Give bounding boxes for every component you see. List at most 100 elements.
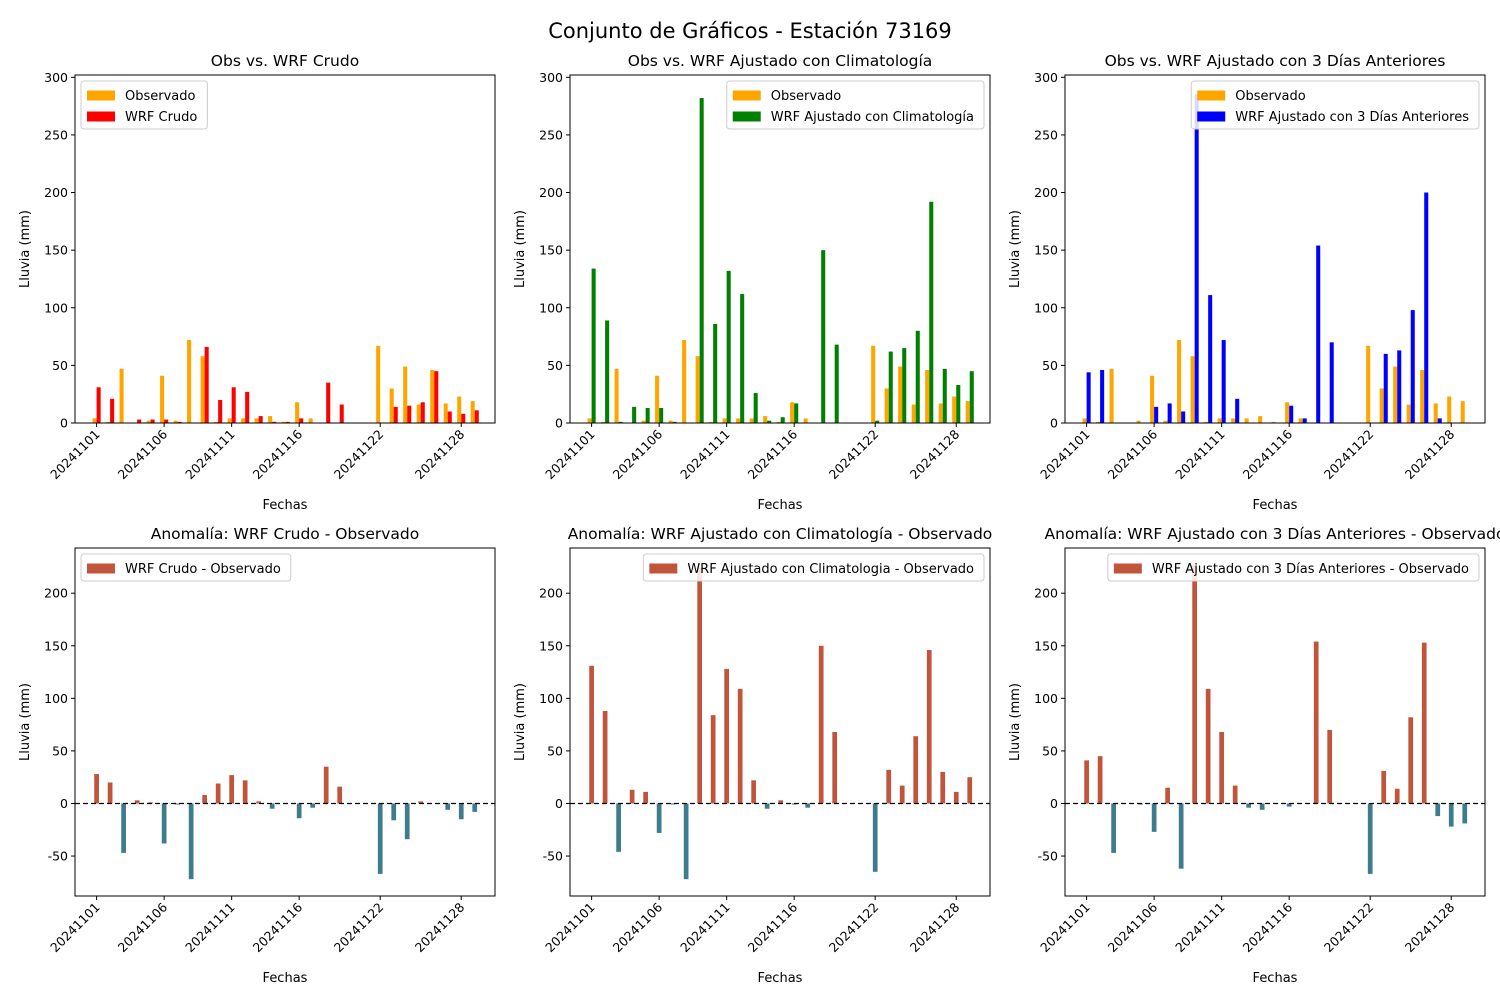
legend-label: Observado	[125, 89, 196, 104]
subplot-2-bar-observado-27	[938, 403, 943, 423]
subplot-5-bar-4	[629, 789, 635, 804]
subplot-4-bar-23	[391, 803, 397, 821]
subplot-5-xtick-label: 20241116	[745, 899, 801, 955]
subplot-2-ytick-label: 50	[547, 358, 563, 373]
legend-swatch	[1197, 90, 1226, 101]
subplot-4-xtick-label: 20241116	[250, 899, 306, 955]
subplot-2-bar-observado-5	[641, 420, 646, 423]
subplot-2-bar-wrf_climatologia-6	[659, 408, 664, 423]
subplot-4-xtick-label: 20241128	[412, 899, 468, 955]
subplot-5-bar-5	[643, 791, 648, 804]
subplot-2-bar-observado-8	[682, 340, 687, 423]
subplot-3-xtick-label: 20241111	[1172, 427, 1228, 483]
subplot-4-bar-2	[107, 782, 113, 804]
subplot-1-bar-wrf_crudo-4	[137, 419, 142, 423]
subplot-2-legend: Observado WRF Ajustado con Climatología	[726, 80, 985, 130]
subplot-2-bar-wrf_climatologia-10	[713, 323, 718, 423]
subplot-5-bar-7	[670, 803, 675, 805]
subplot-1-bar-observado-1	[92, 418, 97, 423]
subplot-3-bar-observado-25	[1406, 404, 1411, 423]
subplot-2-bar-observado-9	[695, 356, 700, 423]
subplot-5-title: Anomalía: WRF Ajustado con Climatología …	[568, 525, 993, 543]
subplot-3-bar-wrf_3dias-9	[1194, 94, 1199, 423]
subplot-3-frame	[1064, 74, 1486, 424]
subplot-1-bar-observado-28	[457, 396, 462, 423]
subplot-4-title: Anomalía: WRF Crudo - Observado	[151, 525, 420, 543]
subplot-2-bar-wrf_climatologia-1	[591, 268, 596, 423]
subplot-2-bar-wrf_climatologia-11	[726, 270, 731, 423]
subplot-3-xtick-label: 20241116	[1240, 426, 1296, 482]
subplot-1-bar-wrf_crudo-25	[420, 402, 425, 423]
subplot-3-bar-wrf_3dias-24	[1397, 350, 1402, 423]
subplot-1-bar-observado-6	[160, 375, 165, 423]
subplot-3-bar-wrf_3dias-7	[1167, 403, 1172, 423]
subplot-2-bar-wrf_climatologia-29	[969, 371, 974, 423]
subplot-5-bar-22	[872, 803, 878, 872]
subplot-2-bar-observado-13	[749, 418, 754, 423]
subplot-1-bar-wrf_crudo-6	[164, 419, 169, 423]
subplot-2-xtick-label: 20241128	[907, 426, 963, 482]
subplot-2-bar-wrf_climatologia-5	[645, 408, 650, 423]
subplot-4-bar-10	[215, 783, 221, 804]
subplot-5-bar-24	[899, 785, 905, 804]
subplot-3-bar-observado-23	[1379, 388, 1384, 423]
subplot-5-bar-14	[764, 803, 770, 809]
subplot-1-bar-observado-12	[241, 418, 246, 423]
subplot-2-bar-wrf_climatologia-24	[902, 348, 907, 423]
subplot-2-bar-wrf_climatologia-18	[821, 250, 826, 423]
subplot-5-bar-2	[602, 710, 608, 804]
subplot-6-title: Anomalía: WRF Ajustado con 3 Días Anteri…	[1045, 525, 1500, 543]
subplot-5-bar-10	[710, 715, 716, 804]
subplot-1-bar-observado-16	[295, 402, 300, 423]
legend-label: WRF Crudo	[125, 110, 197, 125]
subplot-5-ytick-label: 150	[539, 638, 563, 653]
subplot-3-bar-observado-7	[1163, 420, 1168, 423]
subplot-4-bar-11	[229, 775, 235, 804]
subplot-4-bar-17	[310, 803, 316, 808]
subplot-4: Anomalía: WRF Crudo - Observado -50 0 50 100…	[18, 525, 496, 986]
subplot-2-bar-wrf_climatologia-27	[942, 368, 947, 423]
subplot-3-bar-wrf_3dias-12	[1235, 398, 1240, 423]
subplot-3-bar-observado-11	[1217, 418, 1222, 423]
subplot-1-bar-wrf_crudo-12	[245, 391, 250, 423]
legend-label: WRF Ajustado con Climatologia - Observad…	[687, 562, 974, 577]
subplot-6-bar-1	[1084, 760, 1089, 804]
subplot-2-bar-observado-22	[871, 345, 876, 423]
subplot-6-legend: WRF Ajustado con 3 Días Anteriores - Obs…	[1107, 553, 1480, 582]
subplot-4-bar-4	[134, 800, 140, 804]
subplot-3-bar-observado-5	[1136, 420, 1141, 423]
subplot-2-bar-observado-26	[925, 369, 930, 423]
subplot-2-bar-observado-28	[952, 396, 957, 423]
subplot-2-bar-observado-7	[668, 420, 673, 423]
subplot-1-bar-wrf_crudo-16	[299, 418, 304, 423]
subplot-6-xlabel: Fechas	[1253, 971, 1298, 986]
subplot-4-xtick-label: 20241122	[331, 900, 387, 956]
subplot-2-bar-observado-17	[803, 418, 808, 423]
subplot-1-bar-wrf_crudo-24	[407, 405, 412, 423]
subplot-3-bar-observado-14	[1258, 416, 1263, 423]
subplot-1-bar-observado-7	[173, 420, 178, 423]
subplot-3-bar-observado-1	[1082, 418, 1087, 423]
subplot-5-xtick-label: 20241122	[826, 900, 882, 956]
subplot-2-ylabel: Lluvia (mm)	[513, 210, 528, 288]
subplot-5-ytick-label: -50	[543, 849, 563, 864]
subplot-5-bar-1	[589, 665, 594, 804]
subplot-5-bar-23	[886, 769, 892, 804]
legend-label: WRF Ajustado con 3 Días Anteriores - Obs…	[1152, 562, 1469, 577]
subplot-6-ytick-label: 100	[1034, 691, 1058, 706]
subplot-1-bar-observado-23	[389, 388, 394, 423]
subplot-1-bar-observado-15	[281, 421, 286, 423]
subplot-6-ylabel: Lluvia (mm)	[1008, 683, 1023, 761]
subplot-2-xtick-label: 20241122	[826, 427, 882, 483]
subplot-3-ytick-label: 300	[1034, 70, 1058, 85]
subplot-2-bar-wrf_climatologia-22	[875, 420, 880, 423]
legend-swatch	[649, 563, 678, 574]
subplot-3-xtick-label: 20241122	[1321, 427, 1377, 483]
subplot-1-bar-wrf_crudo-23	[393, 406, 398, 423]
subplot-2-bar-wrf_climatologia-7	[672, 421, 677, 423]
subplot-3-ytick-label: 150	[1034, 243, 1058, 258]
subplot-3-title: Obs vs. WRF Ajustado con 3 Días Anterior…	[1105, 52, 1446, 70]
subplot-1-bar-observado-29	[470, 401, 475, 423]
subplot-4-xlabel: Fechas	[263, 971, 308, 986]
subplot-5-ytick-label: 100	[539, 691, 563, 706]
